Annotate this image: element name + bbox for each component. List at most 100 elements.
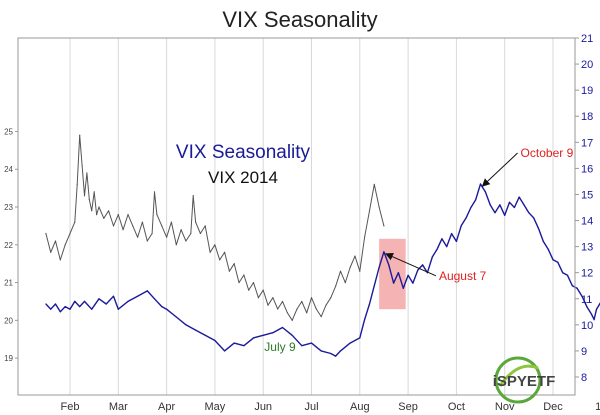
- right-tick-label: 8: [581, 372, 587, 384]
- right-tick-label: 18: [581, 111, 593, 123]
- series-line-vix-seasonality: [45, 183, 600, 357]
- logo-swoosh-icon: [498, 364, 539, 387]
- data-point: [451, 233, 453, 235]
- data-point: [74, 221, 76, 223]
- x-tick-label: Apr: [158, 401, 175, 413]
- right-tick-label: 10: [581, 320, 593, 332]
- data-point: [74, 300, 76, 302]
- data-point: [528, 212, 530, 214]
- data-point: [591, 313, 593, 315]
- data-point: [153, 191, 156, 193]
- data-point: [494, 212, 496, 214]
- data-point: [315, 308, 317, 310]
- data-point: [195, 329, 197, 331]
- data-point: [373, 183, 375, 185]
- data-point: [562, 272, 564, 274]
- data-point: [465, 217, 467, 219]
- data-point: [291, 334, 293, 336]
- data-point: [76, 183, 78, 185]
- data-point: [436, 248, 438, 250]
- data-point: [320, 350, 322, 352]
- data-point: [470, 206, 472, 209]
- data-point: [175, 244, 177, 246]
- right-tick-label: 12: [581, 268, 593, 280]
- data-point: [64, 306, 66, 308]
- data-point: [571, 285, 573, 287]
- data-point: [228, 270, 230, 272]
- data-point: [460, 225, 462, 227]
- data-point: [117, 214, 119, 216]
- data-point: [364, 319, 366, 321]
- data-point: [557, 261, 559, 263]
- data-point: [417, 269, 419, 271]
- x-tick-label: Jun: [254, 401, 272, 413]
- data-point: [127, 300, 129, 302]
- data-point: [475, 199, 477, 201]
- data-point: [112, 225, 115, 227]
- data-point: [96, 214, 98, 216]
- data-point: [243, 274, 245, 276]
- data-point: [431, 256, 433, 258]
- left-tick-label: 20: [4, 316, 13, 325]
- right-tick-label: 15: [581, 189, 593, 201]
- data-point: [238, 282, 240, 284]
- data-point: [137, 295, 139, 297]
- data-point: [335, 355, 337, 357]
- x-tick-label: Feb: [61, 401, 80, 413]
- data-point: [364, 236, 366, 238]
- left-tick-label: 22: [4, 241, 13, 250]
- data-point: [523, 204, 525, 206]
- left-tick-label: 19: [4, 354, 13, 363]
- data-point: [446, 246, 448, 248]
- data-point: [69, 308, 71, 310]
- data-point: [233, 342, 235, 344]
- data-point: [137, 236, 139, 238]
- data-point: [533, 217, 535, 219]
- data-point: [86, 172, 88, 174]
- data-point: [499, 204, 501, 206]
- right-tick-label: 19: [581, 85, 593, 97]
- data-point: [146, 240, 148, 242]
- data-point: [301, 300, 303, 303]
- data-point: [508, 201, 511, 203]
- left-tick-label: 23: [4, 203, 13, 212]
- right-tick-label: 9: [581, 346, 587, 358]
- data-point: [64, 244, 66, 246]
- data-point: [252, 282, 255, 284]
- data-point: [422, 264, 424, 266]
- data-point: [504, 214, 506, 216]
- data-point: [214, 339, 216, 342]
- data-point: [204, 334, 206, 336]
- series-line-vix-2014: [45, 134, 385, 321]
- right-tick-label: 14: [581, 216, 593, 228]
- data-point: [262, 334, 264, 336]
- data-point: [272, 297, 274, 299]
- data-point: [272, 332, 274, 334]
- data-point: [170, 221, 172, 223]
- data-point: [593, 319, 595, 321]
- data-point: [50, 251, 52, 253]
- data-point: [45, 232, 47, 235]
- data-point: [368, 303, 371, 305]
- data-point: [88, 198, 90, 201]
- data-point: [54, 240, 57, 242]
- data-point: [349, 342, 351, 344]
- data-point: [91, 308, 93, 310]
- data-point: [547, 248, 549, 250]
- data-point: [69, 232, 71, 235]
- grid-lines: [69, 38, 554, 395]
- data-point: [219, 259, 221, 261]
- data-point: [349, 266, 351, 269]
- chart-title: VIX Seasonality: [222, 7, 377, 32]
- data-point: [383, 225, 385, 227]
- data-point: [281, 300, 284, 303]
- data-point: [243, 345, 245, 347]
- data-point: [455, 240, 457, 242]
- annotation-label: July 9: [264, 340, 296, 354]
- data-point: [537, 227, 540, 229]
- data-point: [180, 229, 182, 231]
- data-point: [117, 308, 119, 310]
- data-point: [98, 206, 100, 208]
- data-point: [378, 206, 380, 208]
- data-point: [595, 308, 598, 310]
